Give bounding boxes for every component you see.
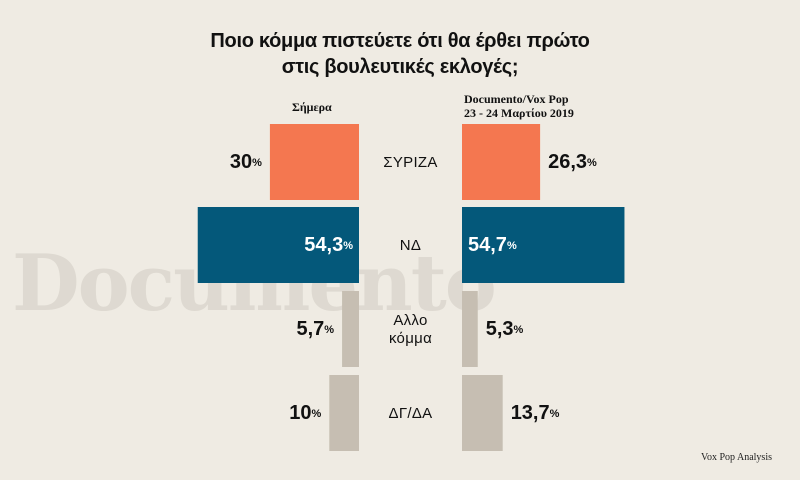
left-value-label-1: 54,3% [304, 234, 353, 256]
source-note: Vox Pop Analysis [701, 452, 772, 463]
left-series-header-line: Σήμερα [292, 100, 332, 114]
chart-title: Ποιο κόμμα πιστεύετε ότι θα έρθει πρώτο … [0, 28, 800, 80]
left-value-label-3: 10% [289, 402, 321, 424]
left-series-header: Σήμερα [292, 100, 332, 114]
chart-title-line-1: Ποιο κόμμα πιστεύετε ότι θα έρθει πρώτο [210, 30, 590, 52]
right-value-label-2: 5,3% [486, 318, 524, 340]
right-bar-3 [462, 375, 503, 451]
category-label-0-0: ΣΥΡΙΖΑ [383, 154, 437, 171]
right-value-label-1: 54,7% [468, 234, 517, 256]
category-label-2-0: Αλλο [393, 312, 427, 329]
right-bar-1 [462, 207, 625, 283]
right-series-header: Documento/Vox Pop 23 - 24 Μαρτίου 2019 [464, 92, 574, 120]
left-value-label-2: 5,7% [296, 318, 334, 340]
left-bar-0 [269, 124, 359, 200]
category-label-3-0: ΔΓ/ΔΑ [389, 405, 433, 422]
right-series-header-line-1: Documento/Vox Pop [464, 92, 569, 106]
right-value-label-0: 26,3% [548, 151, 597, 173]
chart-title-line-2: στις βουλευτικές εκλογές; [281, 56, 519, 78]
left-bar-1 [197, 207, 359, 283]
right-series-header-line-2: 23 - 24 Μαρτίου 2019 [464, 106, 574, 120]
left-bar-2 [342, 291, 359, 367]
right-value-label-3: 13,7% [511, 402, 560, 424]
left-value-label-0: 30% [230, 151, 262, 173]
left-bar-3 [329, 375, 359, 451]
category-label-1-0: ΝΔ [400, 237, 421, 254]
right-bar-2 [462, 291, 478, 367]
category-label-2-1: κόμμα [389, 330, 432, 347]
right-bar-0 [462, 124, 541, 200]
